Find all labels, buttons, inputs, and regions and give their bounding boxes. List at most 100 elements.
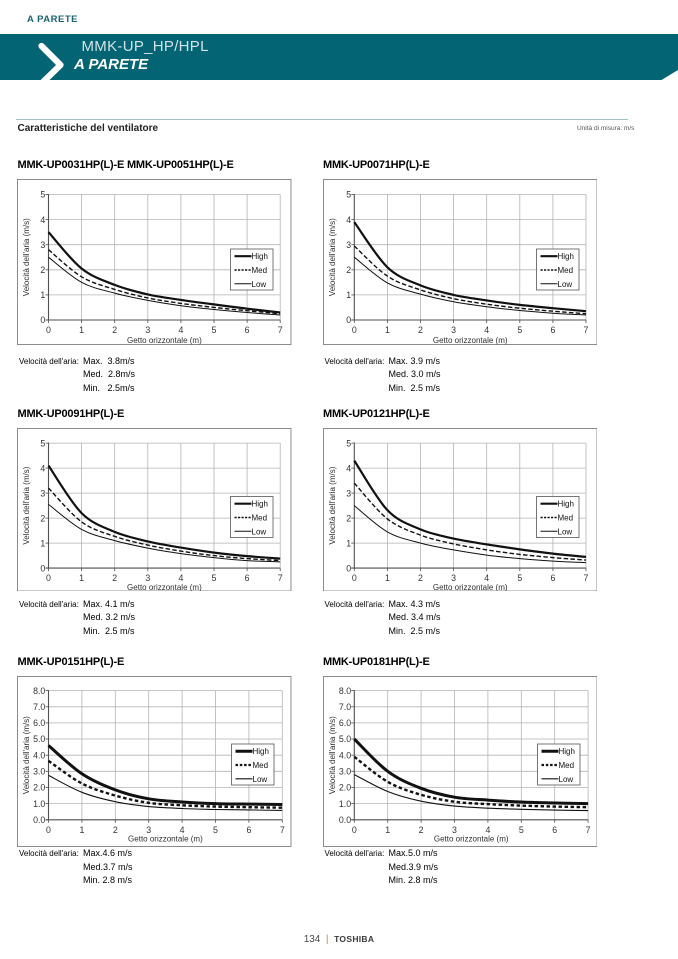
- svg-text:4.0: 4.0: [33, 750, 45, 760]
- svg-text:5: 5: [518, 825, 523, 835]
- svg-text:6.0: 6.0: [33, 718, 45, 728]
- svg-text:5: 5: [517, 325, 522, 335]
- svg-text:7: 7: [583, 573, 588, 583]
- svg-text:1: 1: [40, 290, 45, 300]
- svg-text:6: 6: [245, 573, 250, 583]
- svg-text:5: 5: [40, 438, 45, 448]
- svg-text:0: 0: [351, 325, 356, 335]
- svg-text:4: 4: [40, 463, 45, 473]
- svg-text:4: 4: [484, 573, 489, 583]
- svg-text:2: 2: [40, 513, 45, 523]
- svg-text:6: 6: [552, 825, 557, 835]
- svg-text:High: High: [557, 499, 573, 508]
- svg-text:5: 5: [212, 573, 217, 583]
- svg-text:Med: Med: [252, 513, 268, 522]
- svg-text:2.0: 2.0: [33, 783, 45, 793]
- svg-text:Low: Low: [253, 775, 268, 784]
- svg-text:6: 6: [550, 325, 555, 335]
- svg-text:0: 0: [46, 825, 51, 835]
- svg-text:0: 0: [346, 315, 351, 325]
- svg-text:1: 1: [346, 538, 351, 548]
- svg-text:6: 6: [550, 573, 555, 583]
- svg-text:4: 4: [346, 215, 351, 225]
- svg-text:6: 6: [246, 825, 251, 835]
- svg-text:Getto orizzontale (m): Getto orizzontale (m): [433, 834, 508, 843]
- svg-text:2: 2: [112, 573, 117, 583]
- svg-text:1: 1: [385, 825, 390, 835]
- svg-text:2: 2: [346, 513, 351, 523]
- svg-text:High: High: [557, 252, 573, 261]
- svg-text:8.0: 8.0: [338, 686, 350, 696]
- svg-text:5: 5: [40, 190, 45, 200]
- svg-text:0: 0: [46, 573, 51, 583]
- svg-text:Getto orizzontale (m): Getto orizzontale (m): [127, 582, 202, 591]
- svg-text:1: 1: [79, 325, 84, 335]
- svg-text:High: High: [253, 747, 269, 756]
- svg-text:7: 7: [585, 825, 590, 835]
- svg-text:4: 4: [180, 825, 185, 835]
- svg-text:3.0: 3.0: [338, 767, 350, 777]
- svg-text:1: 1: [384, 573, 389, 583]
- svg-text:1: 1: [384, 325, 389, 335]
- svg-text:3: 3: [40, 488, 45, 498]
- svg-text:3: 3: [145, 573, 150, 583]
- svg-text:4: 4: [485, 825, 490, 835]
- svg-text:3: 3: [452, 825, 457, 835]
- svg-text:1.0: 1.0: [33, 799, 45, 809]
- svg-text:4: 4: [346, 463, 351, 473]
- svg-text:Med: Med: [253, 761, 269, 770]
- svg-text:4: 4: [40, 215, 45, 225]
- svg-text:4: 4: [178, 573, 183, 583]
- svg-text:2: 2: [418, 573, 423, 583]
- svg-text:Med: Med: [557, 266, 573, 275]
- svg-text:Low: Low: [252, 280, 267, 289]
- svg-text:5: 5: [517, 573, 522, 583]
- svg-text:High: High: [252, 252, 268, 261]
- svg-text:8.0: 8.0: [33, 686, 45, 696]
- svg-text:2.0: 2.0: [338, 783, 350, 793]
- svg-text:3: 3: [346, 488, 351, 498]
- svg-text:5: 5: [346, 190, 351, 200]
- svg-text:Low: Low: [557, 280, 572, 289]
- svg-text:2: 2: [346, 265, 351, 275]
- svg-text:7.0: 7.0: [33, 702, 45, 712]
- svg-text:2: 2: [418, 325, 423, 335]
- svg-text:1.0: 1.0: [338, 799, 350, 809]
- svg-text:5: 5: [212, 325, 217, 335]
- svg-text:1: 1: [79, 573, 84, 583]
- svg-text:6.0: 6.0: [338, 718, 350, 728]
- svg-text:Velocità dell'aria (m/s): Velocità dell'aria (m/s): [328, 218, 337, 296]
- svg-text:Velocità dell'aria (m/s): Velocità dell'aria (m/s): [22, 466, 31, 544]
- svg-text:2: 2: [40, 265, 45, 275]
- svg-text:5.0: 5.0: [338, 734, 350, 744]
- svg-text:Low: Low: [252, 527, 267, 536]
- svg-text:Velocità dell'aria (m/s): Velocità dell'aria (m/s): [328, 716, 337, 794]
- svg-text:2: 2: [113, 825, 118, 835]
- svg-text:2: 2: [112, 325, 117, 335]
- svg-text:0: 0: [351, 573, 356, 583]
- svg-text:Getto orizzontale (m): Getto orizzontale (m): [432, 336, 507, 345]
- svg-text:3: 3: [451, 573, 456, 583]
- svg-text:5.0: 5.0: [33, 734, 45, 744]
- svg-text:Getto orizzontale (m): Getto orizzontale (m): [127, 336, 202, 345]
- svg-text:0: 0: [40, 563, 45, 573]
- svg-text:6: 6: [245, 325, 250, 335]
- svg-text:Low: Low: [557, 527, 572, 536]
- svg-text:High: High: [558, 747, 574, 756]
- svg-text:0.0: 0.0: [33, 815, 45, 825]
- svg-text:Getto orizzontale (m): Getto orizzontale (m): [128, 834, 203, 843]
- svg-text:Velocità dell'aria (m/s): Velocità dell'aria (m/s): [22, 218, 31, 296]
- svg-text:4: 4: [484, 325, 489, 335]
- svg-text:3: 3: [146, 825, 151, 835]
- svg-text:3: 3: [40, 240, 45, 250]
- svg-text:4.0: 4.0: [338, 750, 350, 760]
- svg-text:Velocità dell'aria (m/s): Velocità dell'aria (m/s): [328, 466, 337, 544]
- svg-text:Med: Med: [558, 761, 574, 770]
- svg-text:5: 5: [213, 825, 218, 835]
- svg-text:7: 7: [583, 325, 588, 335]
- svg-text:3: 3: [346, 240, 351, 250]
- svg-text:1: 1: [346, 290, 351, 300]
- svg-text:2: 2: [418, 825, 423, 835]
- svg-text:Velocità dell'aria (m/s): Velocità dell'aria (m/s): [22, 716, 31, 794]
- svg-text:Getto orizzontale (m): Getto orizzontale (m): [432, 582, 507, 591]
